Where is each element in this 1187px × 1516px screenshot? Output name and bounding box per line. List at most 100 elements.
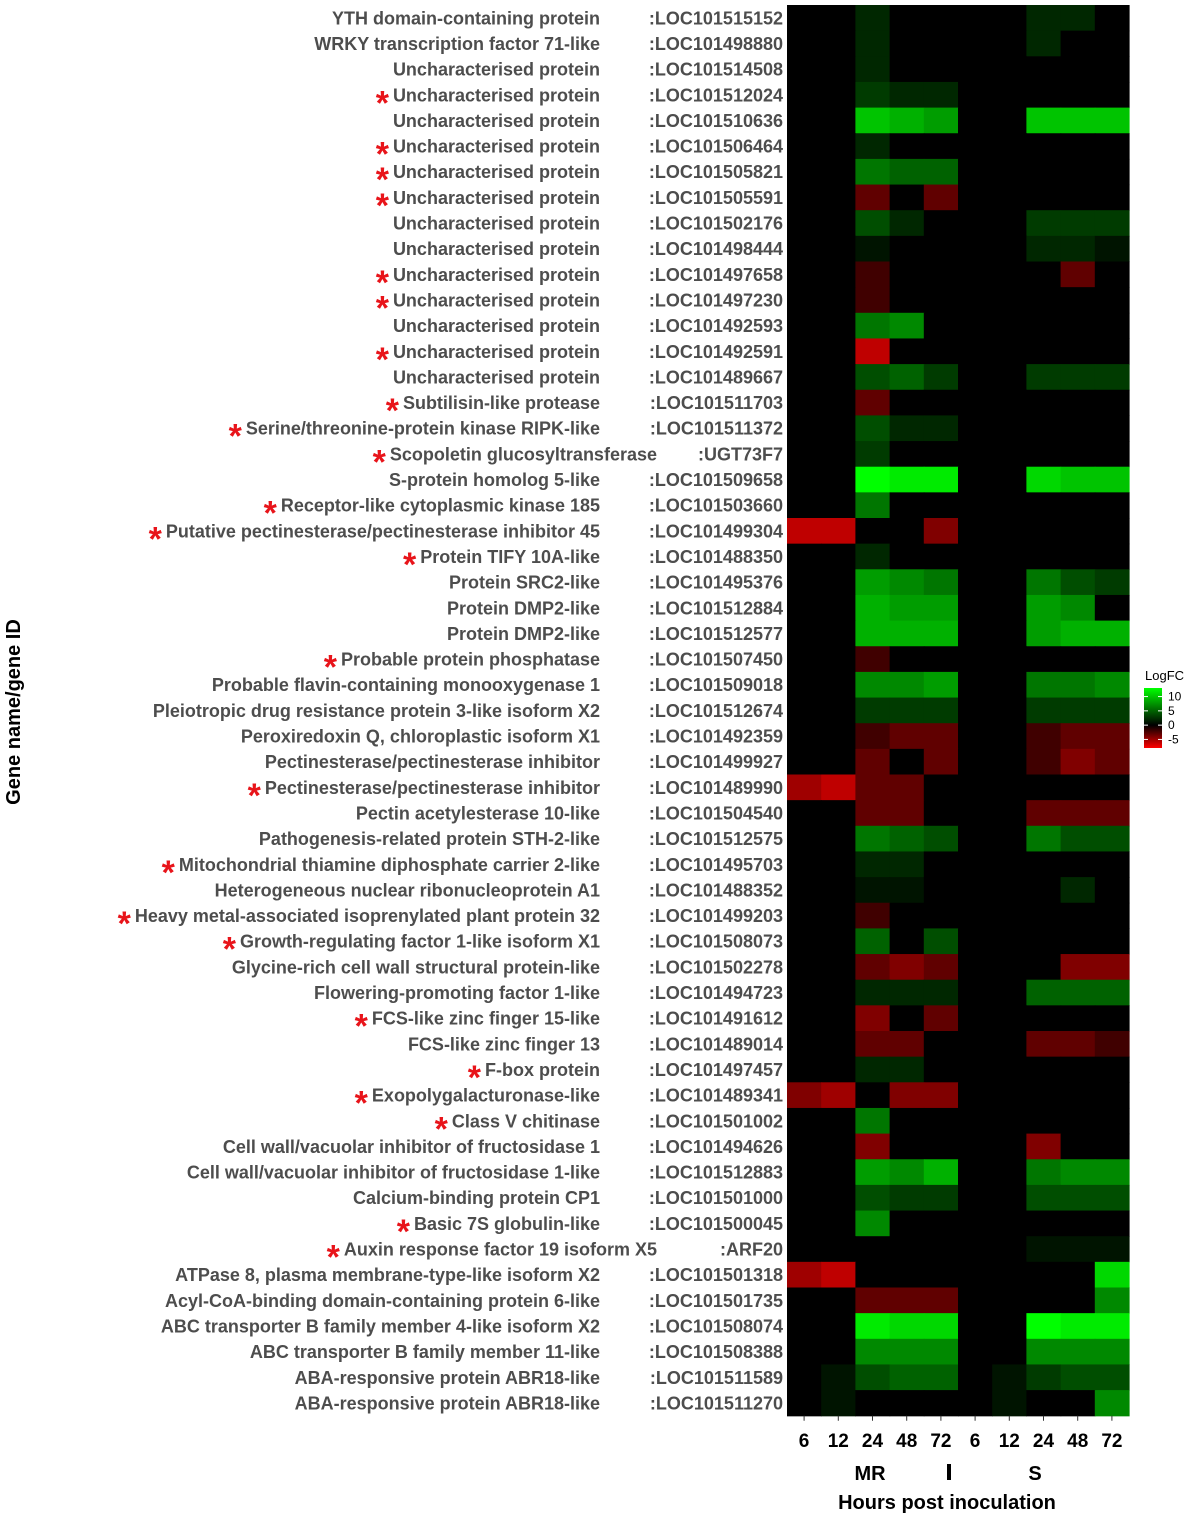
heatmap-cell [787, 902, 822, 929]
heatmap-cell [787, 877, 822, 904]
heatmap-cell [923, 338, 959, 365]
heatmap-cell [923, 210, 959, 237]
heatmap-cell [923, 877, 959, 904]
heatmap-cell [1060, 5, 1096, 32]
heatmap-cell [992, 287, 1027, 314]
heatmap-cell [958, 158, 993, 186]
gene-name-label: Protein DMP2-like [447, 598, 600, 618]
heatmap-cell [889, 338, 925, 365]
gene-name-label: Pectinesterase/pectinesterase inhibitor [265, 752, 600, 772]
heatmap-cell [923, 1133, 959, 1160]
heatmap-cell [958, 5, 993, 32]
heatmap-cell [855, 107, 891, 134]
heatmap-cell [787, 389, 822, 416]
heatmap-cell [958, 800, 993, 827]
heatmap-cell [1094, 1364, 1130, 1391]
y-axis-title: Gene name/gene ID [3, 619, 25, 805]
heatmap-cell [821, 1184, 856, 1212]
heatmap-cell [787, 364, 822, 391]
heatmap-cell [958, 748, 993, 776]
gene-name-label: Uncharacterised protein [393, 239, 600, 259]
heatmap-cell [1060, 338, 1096, 365]
heatmap-cell [1094, 5, 1130, 32]
heatmap-cell [889, 646, 925, 673]
heatmap-cell [1094, 312, 1130, 340]
heatmap-cell [958, 107, 993, 134]
heatmap-cell [1026, 1287, 1062, 1314]
heatmap-cell [1094, 646, 1130, 673]
heatmap-cell [889, 1210, 925, 1237]
heatmap-cell [855, 723, 891, 750]
heatmap-cell [1060, 184, 1096, 211]
heatmap-cell [855, 1261, 891, 1289]
heatmap-cell [821, 518, 856, 545]
heatmap-cell [821, 774, 856, 801]
heatmap-cell [992, 825, 1027, 853]
gene-name-label: Exopolygalacturonase-like [372, 1086, 600, 1106]
heatmap-cell [1026, 1210, 1062, 1237]
heatmap-cell [992, 1210, 1027, 1237]
heatmap-cell [1026, 979, 1062, 1006]
heatmap-cell [1094, 466, 1130, 493]
significance-star: * [386, 392, 400, 430]
heatmap-cell [821, 1313, 856, 1340]
heatmap-cell [1060, 1031, 1096, 1058]
heatmap-cell [992, 671, 1027, 699]
heatmap-cell [821, 1210, 856, 1237]
heatmap-cell [855, 441, 891, 468]
heatmap-cell [821, 748, 856, 776]
heatmap-cell [787, 954, 822, 981]
heatmap-cell [958, 902, 993, 929]
x-tick-label: 48 [896, 1431, 917, 1452]
heatmap-cell [1060, 1313, 1096, 1340]
gene-name-label: Serine/threonine-protein kinase RIPK-lik… [246, 419, 600, 439]
heatmap-cell [923, 825, 959, 853]
significance-star: * [435, 1110, 449, 1148]
heatmap-cell [923, 1082, 959, 1109]
heatmap-cell [787, 1210, 822, 1237]
heatmap-cell [958, 1184, 993, 1212]
heatmap-cell [855, 569, 891, 596]
gene-id-label: :LOC101492591 [649, 342, 783, 362]
heatmap-cell [958, 30, 993, 57]
heatmap-cell [787, 133, 822, 160]
gene-id-label: :LOC101508074 [649, 1316, 783, 1336]
heatmap-cell [787, 5, 822, 32]
heatmap-cell [855, 954, 891, 981]
heatmap-cell [821, 928, 856, 955]
gene-id-label: :LOC101499927 [649, 752, 783, 772]
heatmap-cell [1026, 81, 1062, 109]
heatmap-cell [1026, 389, 1062, 416]
heatmap-cell [889, 825, 925, 853]
heatmap-cell [1060, 158, 1096, 186]
heatmap-cell [1094, 364, 1130, 391]
heatmap-cell [958, 364, 993, 391]
gene-id-label: :LOC101511703 [650, 393, 783, 413]
heatmap-cell [923, 1107, 959, 1135]
x-tick-label: 6 [799, 1431, 810, 1452]
group-separator [947, 1464, 951, 1480]
heatmap-cell [787, 697, 822, 724]
heatmap-cell [855, 800, 891, 827]
gene-name-label: YTH domain-containing protein [332, 8, 600, 28]
heatmap-cell [787, 1390, 822, 1417]
heatmap-cell [855, 210, 891, 237]
heatmap-cell [1060, 1287, 1096, 1314]
heatmap-cell [992, 492, 1027, 519]
x-tick-label: 12 [828, 1431, 849, 1452]
heatmap-cell [1060, 748, 1096, 776]
legend-tick-label: 5 [1168, 704, 1175, 718]
heatmap-cell [1094, 133, 1130, 160]
heatmap-cell [1026, 1133, 1062, 1160]
gene-name-label: ABC transporter B family member 4-like i… [161, 1316, 600, 1336]
heatmap-cell [889, 235, 925, 263]
heatmap-cell [1026, 1390, 1062, 1417]
heatmap-cell [855, 158, 891, 186]
heatmap-cell [992, 466, 1027, 493]
heatmap-cell [787, 1031, 822, 1058]
gene-name-label: Mitochondrial thiamine diphosphate carri… [179, 855, 600, 875]
heatmap-cell [855, 1287, 891, 1314]
heatmap-cell [787, 30, 822, 57]
heatmap-cell [923, 723, 959, 750]
heatmap-cell [821, 697, 856, 724]
